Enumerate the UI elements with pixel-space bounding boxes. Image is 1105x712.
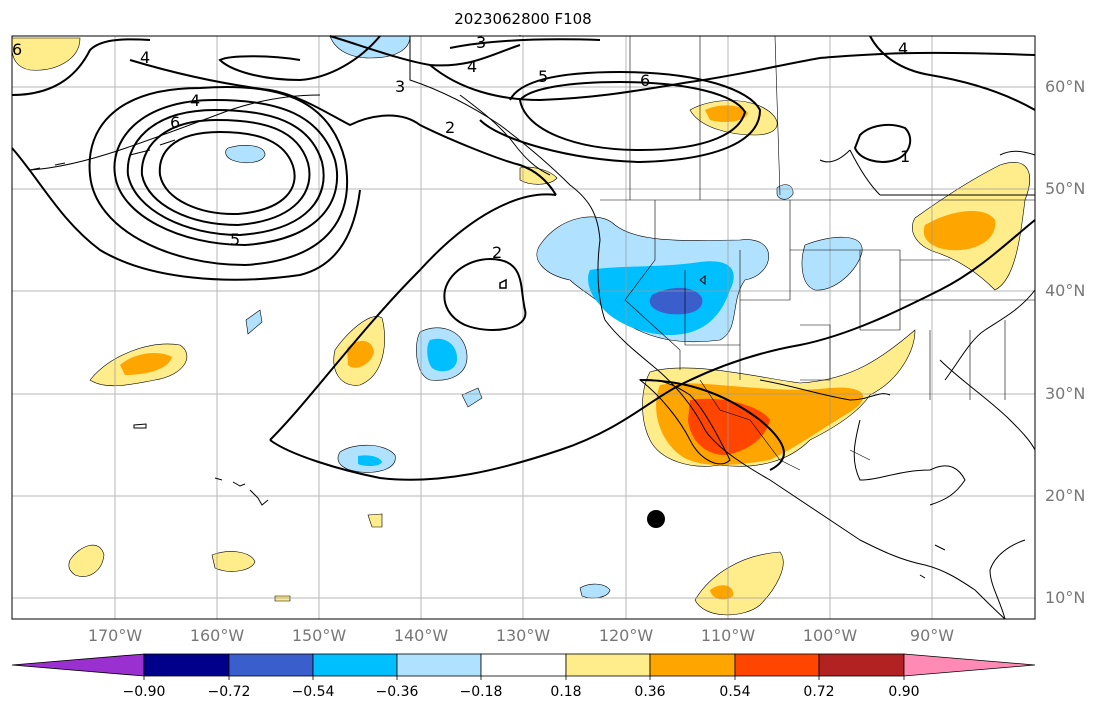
colorbar-segment: [734, 653, 820, 677]
lat-label: 30°N: [1045, 384, 1086, 403]
political-borders: [600, 35, 1035, 471]
shade-neg-sm-1: [245, 309, 263, 335]
colorbar-segment: [396, 653, 482, 677]
shade-neg-pac-1-core: [427, 338, 458, 372]
colorbar: [11, 653, 1036, 680]
shade-pos-pac-1-core: [120, 353, 172, 375]
shade-neg-bering: [225, 145, 266, 164]
lon-label: 90°W: [909, 626, 955, 645]
contour-label: 1: [900, 147, 910, 166]
contour-label: 2: [445, 118, 455, 137]
lat-label: 50°N: [1045, 179, 1086, 198]
contour-labels: 3 4 5 6 4 4 6 3 2 2 5 6 4 1: [12, 33, 910, 262]
colorbar-segment: [11, 653, 145, 677]
lon-label: 170°W: [87, 626, 143, 645]
contour-label: 4: [190, 91, 200, 110]
contour-label: 5: [538, 67, 548, 86]
shade-pos-se: [694, 551, 784, 616]
shade-pos-canada-core: [705, 105, 748, 122]
shade-neg-plains: [801, 236, 863, 291]
shade-neg-sm-4: [776, 184, 794, 200]
contour-label: 2: [492, 243, 502, 262]
shade-neg-west-us-core: [649, 287, 703, 315]
colorbar-segment: [143, 653, 230, 677]
colorbar-tick-label: 0.36: [634, 684, 666, 700]
lon-label: 120°W: [598, 626, 654, 645]
colorbar-segment: [649, 653, 736, 677]
contour-label: 4: [140, 48, 150, 67]
shade-pos-greatlakes-core: [923, 210, 996, 251]
lat-label: 20°N: [1045, 486, 1086, 505]
lon-label: 100°W: [802, 626, 858, 645]
colorbar-segment: [818, 653, 905, 677]
shade-neg-pac-2-core: [358, 455, 382, 467]
shade-pos-sm-1: [367, 513, 383, 528]
shade-pos-se-core: [710, 585, 734, 600]
shade-pos-sw-2: [211, 551, 256, 572]
colorbar-segment: [903, 653, 1036, 677]
colorbar-tick-label: −0.36: [375, 684, 419, 700]
colorbar-tick-label: 0.72: [803, 684, 835, 700]
contour-label: 6: [170, 113, 180, 132]
contour-label: 5: [230, 230, 240, 249]
lon-label: 130°W: [495, 626, 551, 645]
shade-neg-sm-2: [461, 387, 483, 408]
chart-title: 2023062800 F108: [454, 10, 592, 28]
shade-pos-sw-1: [68, 544, 105, 577]
colorbar-tick-label: 0.18: [550, 684, 582, 700]
colorbar-tick-label: −0.18: [459, 684, 503, 700]
colorbar-segment: [228, 653, 314, 677]
contour-label: 4: [467, 57, 477, 76]
contour-label: 3: [476, 33, 486, 52]
lon-label: 150°W: [291, 626, 347, 645]
contour-label: 3: [395, 77, 405, 96]
colorbar-segment: [480, 653, 567, 677]
shade-pos-nw: [11, 37, 81, 71]
map-frame: [11, 35, 1036, 620]
colorbar-segment: [312, 653, 398, 677]
location-marker: [647, 510, 665, 528]
islands: [29, 139, 946, 579]
contour-lines: [11, 35, 1036, 481]
colorbar-tick-label: 0.54: [719, 684, 751, 700]
contour-label: 6: [640, 71, 650, 90]
shading-layer: [11, 35, 1030, 616]
lon-label: 110°W: [700, 626, 756, 645]
contour-label: 6: [12, 40, 22, 59]
colorbar-tick-label: −0.54: [291, 684, 335, 700]
colorbar-tick-label: −0.90: [122, 684, 166, 700]
lat-label: 40°N: [1045, 281, 1086, 300]
shade-pos-pac-2-core: [347, 340, 374, 368]
colorbar-segment: [565, 653, 651, 677]
lat-label: 60°N: [1045, 77, 1086, 96]
lon-label: 140°W: [393, 626, 449, 645]
colorbar-tick-label: −0.72: [207, 684, 251, 700]
lon-label: 160°W: [189, 626, 245, 645]
colorbar-tick-label: 0.90: [888, 684, 920, 700]
lat-label: 10°N: [1045, 588, 1086, 607]
contour-label: 4: [898, 39, 908, 58]
